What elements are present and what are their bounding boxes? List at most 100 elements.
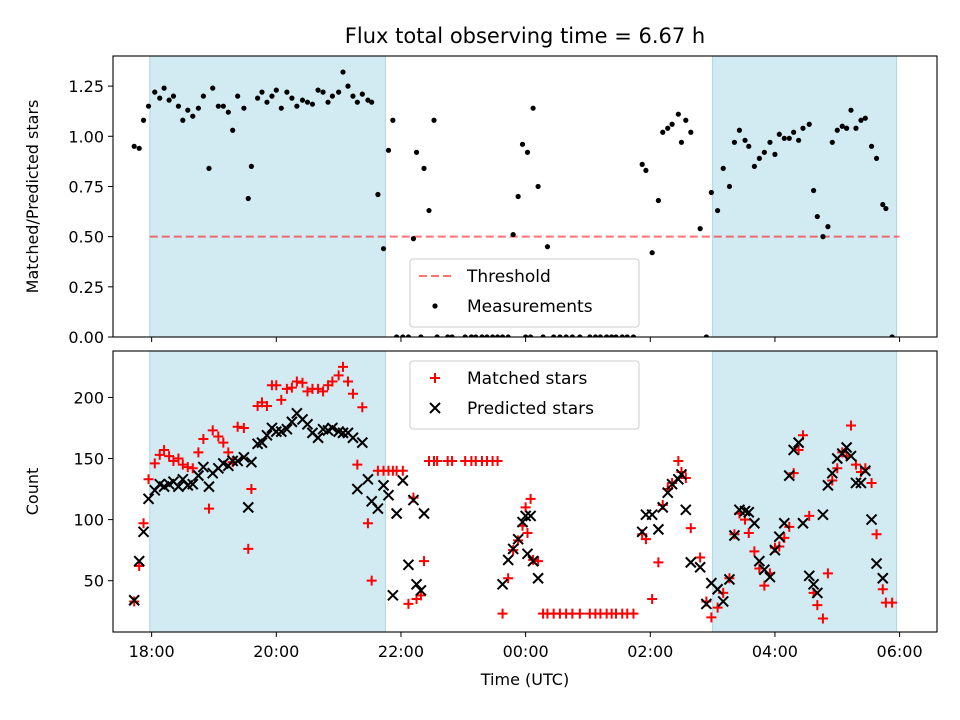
predicted-star-point	[337, 427, 349, 439]
predicted-star-point	[636, 526, 648, 538]
predicted-star-point	[783, 469, 795, 482]
predicted-star-point	[652, 523, 665, 536]
matched-star-point	[291, 376, 302, 387]
matched-star-point	[712, 602, 723, 613]
measurement-point	[551, 334, 557, 337]
matched-star-point	[403, 598, 414, 609]
shaded-span	[712, 56, 897, 337]
measurement-point	[499, 334, 506, 337]
measurement-point	[767, 139, 773, 145]
measurement-point	[230, 127, 236, 133]
matched-star-point	[357, 402, 368, 413]
predicted-star-point	[377, 479, 390, 492]
measurement-point	[535, 183, 541, 190]
predicted-star-point	[787, 444, 800, 456]
legend-box	[409, 360, 640, 430]
measurement-point	[665, 125, 671, 131]
matched-star-point	[243, 543, 254, 554]
measurement-point	[557, 334, 563, 337]
predicted-star-point	[753, 555, 766, 567]
predicted-star-point	[524, 510, 537, 522]
predicted-star-point	[826, 467, 838, 479]
measurement-point	[776, 131, 782, 137]
matched-star-point	[246, 484, 257, 495]
y-tick-label: 200	[73, 388, 104, 407]
predicted-star-point	[242, 501, 254, 514]
shaded-span	[149, 351, 386, 632]
predicted-star-point	[192, 469, 205, 482]
measurement-point	[825, 224, 831, 230]
matched-star-point	[574, 608, 585, 619]
predicted-star-point	[418, 507, 430, 520]
predicted-star-point	[685, 556, 697, 569]
measurement-point	[613, 334, 619, 337]
plot-area	[128, 351, 898, 632]
measurement-point	[630, 334, 637, 337]
predicted-star-point	[312, 432, 324, 444]
measurement-point	[400, 334, 406, 337]
measurement-point	[345, 83, 351, 89]
measurement-point	[889, 334, 895, 337]
matched-star-point	[503, 573, 514, 584]
measurement-point	[206, 165, 212, 171]
legend-label-measurements: Measurements	[467, 297, 593, 317]
measurement-point	[278, 105, 284, 111]
matched-star-point	[850, 459, 861, 470]
measurement-point	[814, 213, 820, 220]
x-axis-label: Time (UTC)	[480, 670, 569, 689]
measurement-point	[200, 93, 206, 99]
measurement-point	[609, 334, 615, 337]
predicted-star-point	[657, 501, 669, 514]
predicted-star-point	[694, 561, 706, 573]
x-tick-label: 22:00	[378, 642, 424, 661]
matched-star-point	[276, 394, 287, 405]
measurement-point	[248, 163, 254, 169]
measurement-point	[259, 89, 265, 95]
measurement-point	[714, 207, 721, 214]
matched-star-point	[173, 453, 184, 464]
measurement-point	[375, 191, 381, 198]
plot-area	[131, 56, 900, 337]
measurement-point	[350, 93, 356, 99]
measurement-point	[505, 334, 511, 337]
measurement-point	[683, 117, 689, 123]
legend-matched-marker	[430, 373, 440, 383]
predicted-star-point	[203, 480, 215, 493]
predicted-star-point	[512, 533, 524, 545]
predicted-star-point	[387, 589, 399, 602]
matched-star-point	[342, 376, 353, 387]
predicted-star-point	[128, 594, 140, 606]
predicted-star-point	[792, 436, 805, 449]
predicted-star-point	[662, 487, 674, 499]
matched-star-point	[134, 561, 145, 572]
measurement-point	[720, 165, 726, 171]
predicted-star-point	[739, 505, 751, 517]
measurement-point	[484, 334, 490, 337]
measurement-point	[195, 105, 201, 111]
measurement-point	[473, 334, 479, 337]
measurement-point	[369, 99, 375, 105]
measurement-point	[697, 226, 703, 232]
legend-box	[409, 258, 640, 328]
measurement-point	[829, 139, 835, 145]
measurement-point	[883, 205, 889, 212]
measurement-point	[848, 107, 854, 113]
y-tick-label: 0.50	[68, 228, 104, 247]
matched-star-point	[218, 437, 229, 448]
predicted-star-point	[397, 474, 409, 487]
measurement-point	[269, 93, 275, 99]
measurement-point	[655, 197, 661, 204]
matched-star-point	[749, 546, 760, 557]
predicted-star-point	[256, 436, 268, 449]
measurement-point	[796, 137, 802, 143]
legend-predicted-marker	[429, 402, 441, 414]
predicted-star-point	[807, 578, 820, 591]
measurement-point	[669, 121, 675, 127]
matched-star-point	[812, 600, 823, 611]
y-tick-label: 50	[84, 572, 104, 591]
measurement-point	[742, 137, 748, 143]
matched-star-point	[337, 361, 348, 372]
measurement-point	[289, 95, 295, 101]
x-tick-label: 04:00	[752, 642, 798, 661]
measurement-point	[309, 101, 316, 107]
